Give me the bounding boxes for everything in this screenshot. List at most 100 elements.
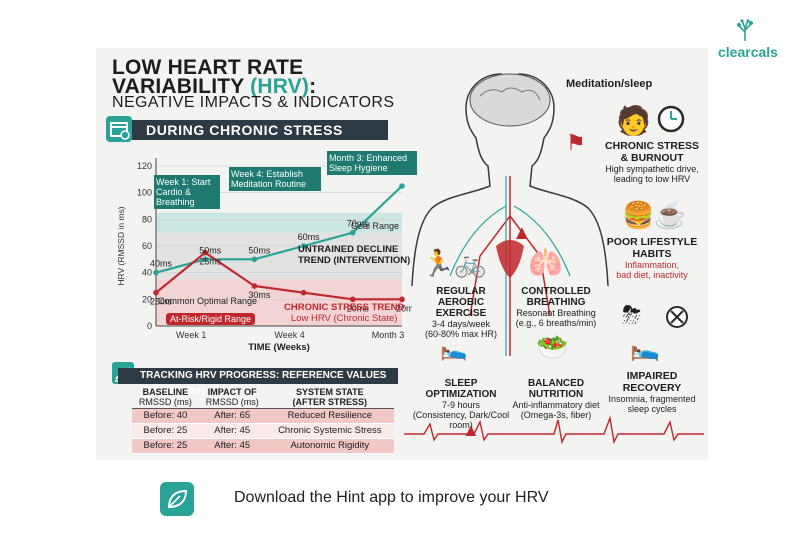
data-label: 50ms bbox=[248, 245, 271, 255]
nutrition-block: BALANCED NUTRITION Anti-inflammatory die… bbox=[508, 378, 604, 420]
brand-name: clearcals bbox=[718, 44, 778, 60]
red-flag-icon: ⚑ bbox=[566, 130, 586, 155]
exercise-sub2: (60-80% max HR) bbox=[424, 329, 498, 339]
table-row: Before: 40 After: 65 Reduced Resilience bbox=[132, 408, 394, 424]
series-line bbox=[155, 185, 403, 274]
body-outline-illustration bbox=[411, 73, 609, 356]
hint-app-leaf-icon[interactable] bbox=[160, 482, 194, 516]
data-label: 25ms bbox=[199, 257, 222, 267]
callout-week1: Week 1: Start Cardio & Breathing bbox=[154, 175, 220, 209]
recovery-sub1: Insomnia, fragmented bbox=[608, 394, 696, 404]
warning-triangle-icon: ▲ bbox=[512, 222, 532, 244]
clock-icon bbox=[656, 104, 686, 139]
data-label: 50ms bbox=[199, 245, 222, 255]
lifestyle-title2: HABITS bbox=[632, 248, 672, 260]
y-tick-label: 100 bbox=[137, 188, 152, 198]
breathing-title: CONTROLLED BREATHING bbox=[521, 286, 591, 308]
data-point bbox=[300, 243, 307, 249]
exercise-icon: 🏃🚲 bbox=[422, 248, 487, 278]
sleep-sub1: 7-9 hours bbox=[441, 400, 481, 410]
restless-sleep-icon: 🛌 bbox=[630, 335, 660, 362]
data-label: 25ms bbox=[150, 297, 173, 307]
stressed-person-icon: 🧑 bbox=[616, 105, 651, 136]
data-point bbox=[399, 183, 405, 189]
table-row: Before: 25 After: 45 Autonomic Rigidity bbox=[132, 438, 394, 454]
sleep-title: SLEEP OPTIMIZATION bbox=[425, 378, 497, 400]
hrv-chart: 0 20 40 60 80 100 120 Week 1 Week 4 Month 3 TIME … bbox=[116, 158, 412, 353]
col-state: SYSTEM STATE (AFTER STRESS) bbox=[265, 386, 394, 409]
data-point bbox=[251, 283, 258, 289]
burnout-title1: CHRONIC STRESS bbox=[605, 140, 699, 152]
y-tick-label: 60 bbox=[142, 241, 152, 251]
lungs-icon: 🫁 bbox=[528, 247, 563, 278]
col-impact: IMPACT OF RMSSD (ms) bbox=[198, 386, 266, 409]
data-point bbox=[202, 256, 208, 263]
section-header: DURING CHRONIC STRESS bbox=[118, 120, 388, 140]
chronic-trend-label: CHRONIC STRESS TREND Low HRV (Chronic Sta… bbox=[284, 302, 405, 324]
tracking-header: TRACKING HRV PROGRESS: REFERENCE VALUES … bbox=[118, 368, 398, 397]
series-line bbox=[155, 251, 402, 301]
cell: Before: 25 bbox=[132, 438, 199, 454]
ecg-line-icon bbox=[404, 415, 704, 445]
x-axis-label: TIME (Weeks) bbox=[248, 342, 310, 353]
cell: Reduced Resilience bbox=[265, 408, 394, 424]
y-tick-label: 80 bbox=[142, 214, 152, 224]
goal-range-label: Goal Range bbox=[351, 221, 400, 231]
calendar-icon bbox=[106, 116, 132, 142]
breathing-sub2: (e.g., 6 breaths/min) bbox=[515, 318, 597, 328]
untrained-label: UNTRAINED DECLINE TREND (INTERVENTION) bbox=[298, 244, 411, 266]
col-baseline: BASELINE RMSSD (ms) bbox=[132, 386, 199, 409]
x-tick-label: Week 1 bbox=[176, 330, 206, 340]
meditation-label: Meditation/sleep bbox=[566, 78, 653, 90]
data-point bbox=[153, 269, 159, 276]
data-point bbox=[350, 229, 356, 236]
recovery-block: IMPAIRED RECOVERY Insomnia, fragmented s… bbox=[598, 370, 706, 414]
burnout-sub2: leading to low HRV bbox=[613, 174, 691, 184]
nutrition-title: BALANCED NUTRITION bbox=[527, 378, 585, 400]
exercise-block: REGULAR AEROBIC EXERCISE 3-4 days/week (… bbox=[418, 286, 504, 339]
data-point bbox=[399, 296, 405, 303]
range-band bbox=[156, 232, 402, 280]
ecg-warning-icon: ▲ bbox=[462, 420, 480, 440]
nutrition-sub2: (Omega-3s, fiber) bbox=[520, 410, 592, 420]
callout-week4: Week 4: Establish Meditation Routine bbox=[229, 167, 321, 191]
cell: Chronic Systemic Stress bbox=[265, 423, 394, 439]
burnout-block: CHRONIC STRESS & BURNOUT High sympatheti… bbox=[598, 140, 706, 184]
data-point bbox=[300, 289, 307, 296]
data-label: 60ms bbox=[298, 232, 321, 242]
data-label: 40ms bbox=[150, 259, 173, 269]
range-band bbox=[156, 212, 402, 233]
risk-range-label: At-Risk/Rigid Range bbox=[166, 313, 256, 325]
tracking-table: BASELINE RMSSD (ms) IMPACT OF RMSSD (ms) S… bbox=[132, 386, 394, 454]
x-tick-label: Month 3 bbox=[372, 330, 405, 340]
subtitle: NEGATIVE IMPACTS & INDICATORS bbox=[112, 94, 395, 111]
clearcals-logo-icon bbox=[733, 18, 757, 47]
fast-food-icon: 🍔☕ bbox=[622, 200, 687, 230]
data-point bbox=[350, 296, 356, 303]
data-label: 20ms bbox=[396, 303, 412, 313]
y-tick-label: 20 bbox=[142, 294, 152, 304]
y-tick-label: 40 bbox=[142, 268, 152, 278]
sleep-block: SLEEP OPTIMIZATION 7-9 hours (Consistenc… bbox=[412, 378, 510, 430]
sleep-icon: 🛌 bbox=[440, 336, 468, 361]
cell: After: 45 bbox=[198, 423, 266, 439]
burnout-title2: & BURNOUT bbox=[620, 152, 684, 164]
download-app-link[interactable]: Download the Hint app to improve your HR… bbox=[234, 489, 549, 506]
nutrition-sub1: Anti-inflammatory diet bbox=[512, 400, 600, 410]
recovery-sub2: sleep cycles bbox=[627, 404, 677, 414]
data-label: 30ms bbox=[248, 290, 271, 300]
exercise-sub1: 3-4 days/week bbox=[431, 319, 491, 329]
optimal-range-label: Common Optimal Range bbox=[158, 296, 258, 306]
lifestyle-title1: POOR LIFESTYLE bbox=[606, 236, 698, 248]
storm-cloud-icon: ⛈ bbox=[622, 302, 642, 329]
breathing-sub1: Resonant Breathing bbox=[516, 308, 596, 318]
table-row: Before: 25 After: 45 Chronic Systemic Stre… bbox=[132, 423, 394, 439]
lifestyle-block: POOR LIFESTYLE HABITS Inflammation, bad … bbox=[598, 236, 706, 280]
no-sign-icon bbox=[664, 304, 690, 335]
cell: Before: 25 bbox=[132, 423, 199, 439]
recovery-title: IMPAIRED RECOVERY bbox=[622, 370, 682, 394]
data-point bbox=[251, 256, 258, 263]
cell: After: 65 bbox=[198, 408, 266, 424]
data-label: 70ms bbox=[347, 219, 370, 229]
callout-month3: Month 3: Enhanced Sleep Hygiene bbox=[327, 151, 417, 175]
